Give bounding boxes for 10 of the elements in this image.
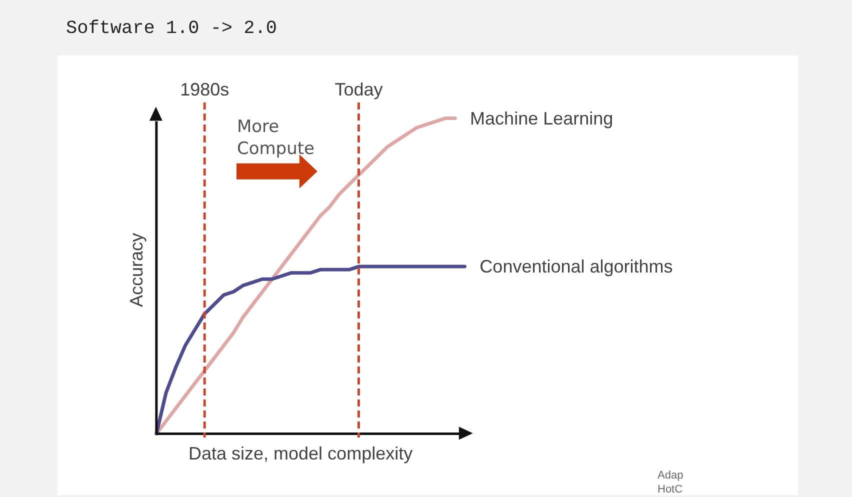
x-tick-label: Today: [334, 80, 383, 100]
x-tick-label: 1980s: [180, 80, 230, 100]
series-label: Conventional algorithms: [480, 256, 673, 277]
annotation: More Compute: [236, 116, 314, 159]
series-label: Machine Learning: [470, 108, 614, 128]
text: Adap: [658, 470, 684, 482]
y-axis-title: Accuracy: [126, 232, 146, 308]
chart-title: Software 1.0 -> 2.0: [65, 17, 277, 41]
text: HotC: [658, 484, 683, 496]
x-axis-title: Data size, model complexity: [188, 444, 413, 464]
